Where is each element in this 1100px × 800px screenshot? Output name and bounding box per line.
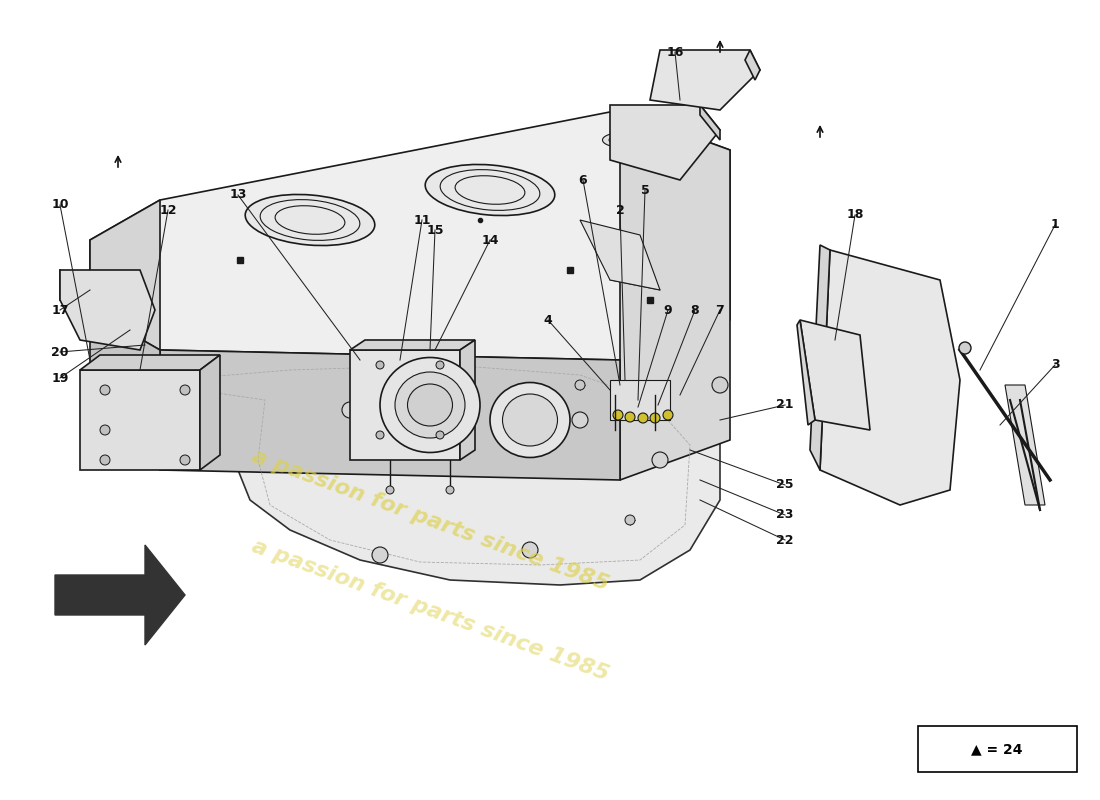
Polygon shape — [60, 270, 155, 350]
Circle shape — [342, 402, 358, 418]
Circle shape — [625, 515, 635, 525]
Circle shape — [663, 410, 673, 420]
Text: 4: 4 — [543, 314, 552, 326]
Text: 17: 17 — [52, 303, 68, 317]
Polygon shape — [350, 340, 475, 350]
Polygon shape — [745, 50, 760, 80]
Text: 9: 9 — [663, 303, 672, 317]
Ellipse shape — [379, 358, 480, 453]
Ellipse shape — [245, 194, 375, 246]
Circle shape — [100, 425, 110, 435]
Circle shape — [652, 452, 668, 468]
Circle shape — [386, 486, 394, 494]
Polygon shape — [90, 110, 730, 360]
Ellipse shape — [603, 133, 638, 147]
Circle shape — [180, 385, 190, 395]
Polygon shape — [810, 245, 830, 470]
Circle shape — [100, 385, 110, 395]
Text: 13: 13 — [229, 189, 246, 202]
Circle shape — [372, 547, 388, 563]
Ellipse shape — [490, 382, 570, 458]
Polygon shape — [610, 380, 670, 420]
Text: 10: 10 — [52, 198, 68, 211]
Circle shape — [522, 542, 538, 558]
Circle shape — [572, 412, 588, 428]
Polygon shape — [350, 350, 460, 460]
Text: 16: 16 — [667, 46, 684, 58]
Circle shape — [436, 431, 444, 439]
Circle shape — [650, 413, 660, 423]
Text: 19: 19 — [52, 371, 68, 385]
Circle shape — [712, 377, 728, 393]
Text: 2: 2 — [616, 203, 625, 217]
Text: 8: 8 — [691, 303, 700, 317]
Circle shape — [172, 402, 188, 418]
Polygon shape — [130, 350, 720, 585]
Text: 15: 15 — [427, 223, 443, 237]
Text: ▲ = 24: ▲ = 24 — [971, 742, 1023, 756]
Text: 14: 14 — [482, 234, 498, 246]
Polygon shape — [200, 355, 220, 470]
Polygon shape — [650, 50, 760, 110]
Circle shape — [180, 455, 190, 465]
Text: 1: 1 — [1050, 218, 1059, 231]
Polygon shape — [55, 545, 185, 645]
Ellipse shape — [426, 165, 554, 215]
Polygon shape — [80, 370, 200, 470]
Text: 18: 18 — [846, 209, 864, 222]
Ellipse shape — [407, 384, 452, 426]
Text: 21: 21 — [777, 398, 794, 411]
Text: 5: 5 — [640, 183, 649, 197]
Circle shape — [959, 342, 971, 354]
Ellipse shape — [503, 394, 558, 446]
Polygon shape — [700, 105, 720, 140]
Polygon shape — [80, 355, 220, 370]
Text: 12: 12 — [160, 203, 177, 217]
Text: 11: 11 — [414, 214, 431, 226]
Circle shape — [376, 361, 384, 369]
Text: 22: 22 — [777, 534, 794, 546]
Text: 7: 7 — [716, 303, 725, 317]
Circle shape — [100, 455, 110, 465]
Text: a passion for parts since 1985: a passion for parts since 1985 — [249, 446, 612, 594]
Circle shape — [436, 361, 444, 369]
Polygon shape — [800, 320, 870, 430]
Polygon shape — [90, 310, 160, 470]
Ellipse shape — [395, 372, 465, 438]
Circle shape — [446, 486, 454, 494]
Text: 6: 6 — [579, 174, 587, 186]
Polygon shape — [160, 350, 620, 480]
Text: 3: 3 — [1050, 358, 1059, 371]
Text: 20: 20 — [52, 346, 68, 358]
Polygon shape — [1005, 385, 1045, 505]
Polygon shape — [820, 250, 960, 505]
Circle shape — [575, 380, 585, 390]
Polygon shape — [90, 200, 160, 350]
Circle shape — [625, 412, 635, 422]
Polygon shape — [620, 110, 730, 480]
Circle shape — [613, 410, 623, 420]
Polygon shape — [610, 105, 720, 180]
Text: 25: 25 — [777, 478, 794, 491]
Polygon shape — [460, 340, 475, 460]
Circle shape — [376, 431, 384, 439]
Polygon shape — [798, 320, 815, 425]
Text: 23: 23 — [777, 509, 794, 522]
Circle shape — [638, 413, 648, 423]
FancyBboxPatch shape — [918, 726, 1077, 772]
Polygon shape — [580, 220, 660, 290]
Text: a passion for parts since 1985: a passion for parts since 1985 — [249, 536, 612, 684]
